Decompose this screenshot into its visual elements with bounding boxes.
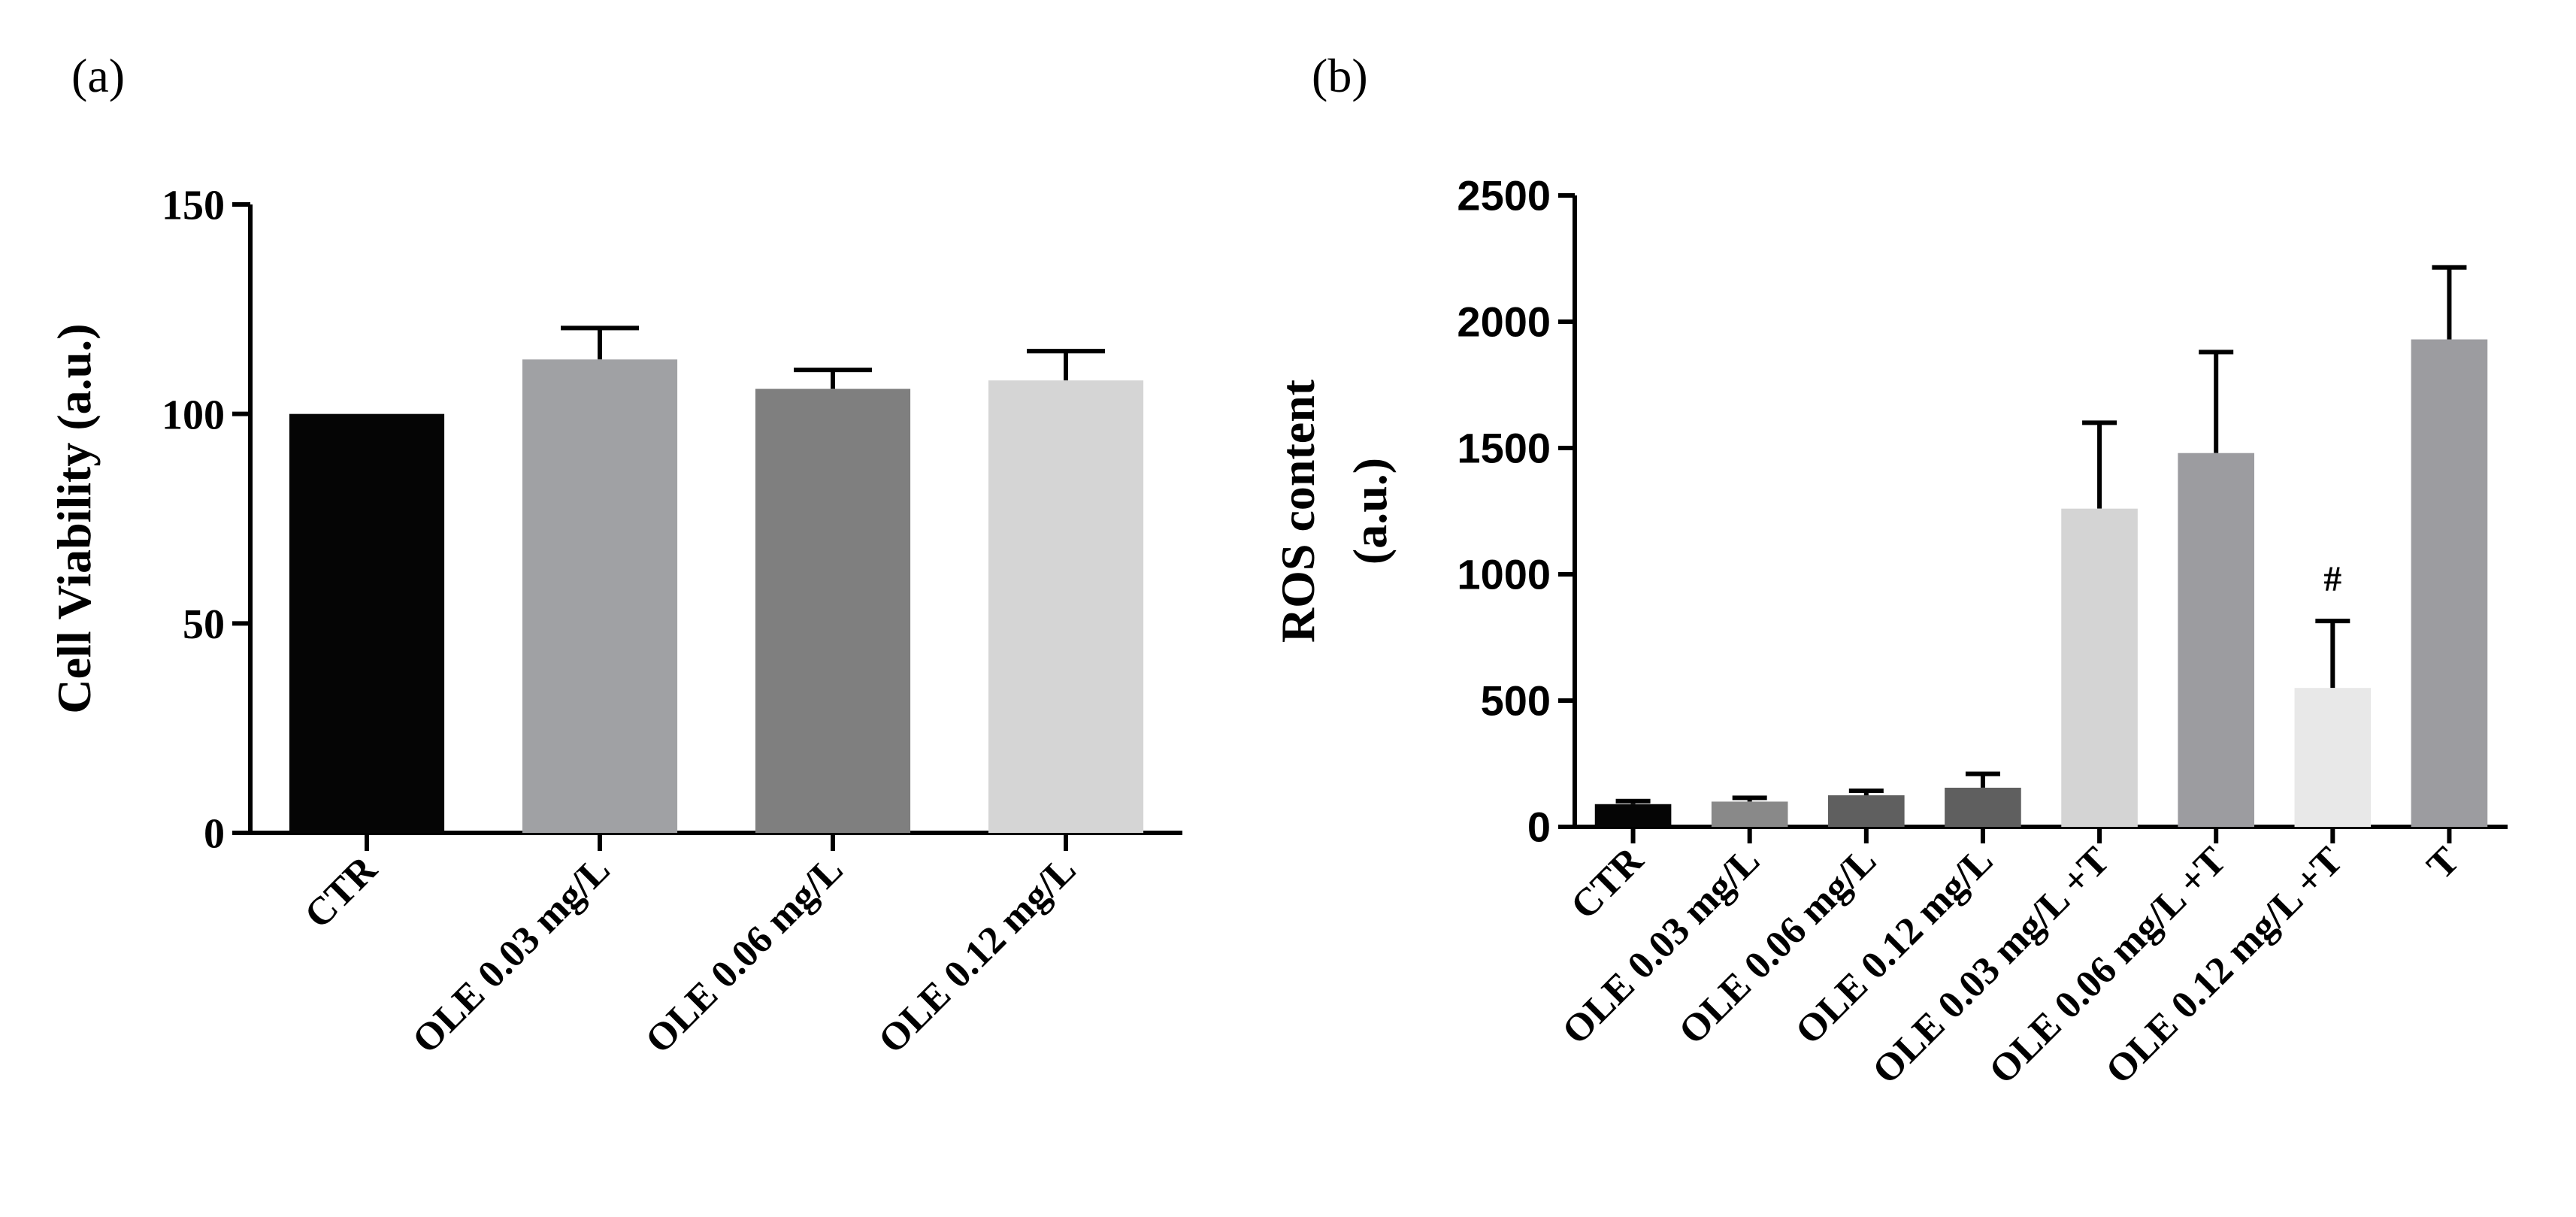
y-tick-label: 500 [1481, 677, 1551, 725]
y-axis-title-line: ROS content [1271, 379, 1324, 643]
x-tick-label-ole-0-12-mg-l: OLE 0.12 mg/L [1787, 839, 2001, 1052]
bar-ctr [289, 413, 445, 833]
x-tick-label-ole-0-03-mg-l: OLE 0.03 mg/L [404, 848, 618, 1061]
x-tick-label-ole-0-12-mg-l: OLE 0.12 mg/L [870, 848, 1084, 1061]
x-tick-label-ole-0-06-mg-l: OLE 0.06 mg/L [637, 848, 851, 1061]
y-tick-label: 150 [162, 183, 225, 229]
y-tick-label: 0 [204, 811, 225, 858]
bar-ctr [1594, 804, 1672, 827]
y-axis-title: Cell Viability (a.u.) [47, 323, 101, 713]
bar-ole-0-12-mg-l [1945, 787, 2021, 827]
y-axis-title-line: (a.u.) [1343, 458, 1397, 565]
bar-ole-0-03-mg-l [522, 359, 678, 833]
x-tick-label-ole-0-06-mg-l: OLE 0.06 mg/L [1671, 839, 1884, 1052]
bar-ole-0-06-mg-l [1828, 795, 1905, 827]
panel-b-label: (b) [1312, 49, 1368, 102]
y-tick-label: 0 [1527, 804, 1551, 851]
x-tick-label-t: T [2419, 839, 2468, 888]
y-tick-label: 100 [162, 392, 225, 438]
significance-annotation: # [2323, 560, 2341, 599]
bar-ole-0-03-mg-l-t [2061, 508, 2138, 827]
y-tick-label: 2000 [1457, 298, 1551, 346]
x-tick-label-ctr: CTR [1563, 838, 1652, 928]
panel-a-label: (a) [71, 49, 125, 102]
bar-ole-0-06-mg-l-t [2178, 453, 2254, 827]
y-tick-label: 2500 [1457, 172, 1551, 219]
bar-ole-0-03-mg-l [1711, 801, 1788, 827]
chart-a-cell-viability: 0 50 100 150 CTR OLE 0.03 mg/L OLE 0.06 mg/L OL… [47, 183, 1182, 1062]
bar-t [2411, 339, 2488, 827]
y-tick-label: 50 [183, 601, 225, 648]
bar-ole-0-12-mg-l [988, 380, 1144, 834]
bar-ole-0-06-mg-l [755, 389, 911, 833]
x-tick-label-ctr: CTR [297, 847, 386, 937]
bar-ole-0-12-mg-l-t [2294, 688, 2372, 827]
x-tick-label-ole-0-03-mg-l: OLE 0.03 mg/L [1554, 839, 1768, 1052]
y-tick-label: 1500 [1457, 425, 1551, 472]
y-tick-label: 1000 [1457, 551, 1551, 598]
